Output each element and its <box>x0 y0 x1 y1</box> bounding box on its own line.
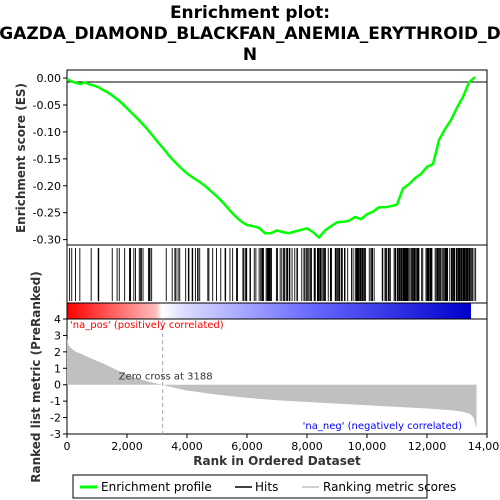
es-ytick-label: -0.25 <box>33 207 61 220</box>
x-tick-label: 2,000 <box>111 440 143 453</box>
metric-ytick-label: 3 <box>54 329 61 342</box>
ranking-color-bar <box>67 303 471 319</box>
positive-correlation-label: 'na_pos' (positively correlated) <box>70 320 224 331</box>
metric-ytick-label: 4 <box>54 313 61 326</box>
es-ytick-label: -0.05 <box>33 99 61 112</box>
metric-y-axis-label: Ranked list metric (PreRanked) <box>29 271 43 483</box>
chart-title-line-2: GAZDA_DIAMOND_BLACKFAN_ANEMIA_ERYTHROID_… <box>0 24 500 44</box>
x-tick-label: 8,000 <box>291 440 323 453</box>
chart-title-line-3: N <box>243 45 257 65</box>
es-ytick-label: -0.20 <box>33 180 61 193</box>
metric-ytick-label: -1 <box>50 395 61 408</box>
x-tick-label: 10,000 <box>348 440 387 453</box>
legend-ranking-label: Ranking metric scores <box>323 480 456 494</box>
es-y-axis-label: Enrichment score (ES) <box>14 83 28 233</box>
zero-cross-label: Zero cross at 3188 <box>119 372 213 383</box>
metric-ytick-label: -3 <box>50 428 61 441</box>
es-ytick-label: -0.30 <box>33 234 61 247</box>
metric-ytick-label: -2 <box>50 412 61 425</box>
metric-ytick-label: 1 <box>54 362 61 375</box>
legend-enrichment-label: Enrichment profile <box>101 480 212 494</box>
metric-ytick-label: 0 <box>54 379 61 392</box>
chart-title-line-1: Enrichment plot: <box>170 3 330 23</box>
x-tick-label: 0 <box>64 440 71 453</box>
enrichment-profile-line <box>66 76 476 240</box>
negative-correlation-label: 'na_neg' (negatively correlated) <box>303 421 462 432</box>
es-ytick-label: -0.15 <box>33 153 61 166</box>
ranking-metric-area <box>67 338 477 430</box>
x-tick-label: 6,000 <box>231 440 263 453</box>
hit-marks <box>69 248 477 301</box>
es-ytick-label: -0.10 <box>33 126 61 139</box>
x-tick-label: 4,000 <box>171 440 203 453</box>
x-tick-label: 12,000 <box>408 440 447 453</box>
x-tick-label: 14,000 <box>468 440 500 453</box>
enrichment-panel <box>66 69 488 246</box>
legend-hits-label: Hits <box>255 480 278 494</box>
metric-ytick-label: 2 <box>54 346 61 359</box>
x-axis-label: Rank in Ordered Dataset <box>193 454 361 468</box>
ranked-metric-panel <box>66 318 488 435</box>
es-ytick-label: 0.00 <box>37 72 62 85</box>
